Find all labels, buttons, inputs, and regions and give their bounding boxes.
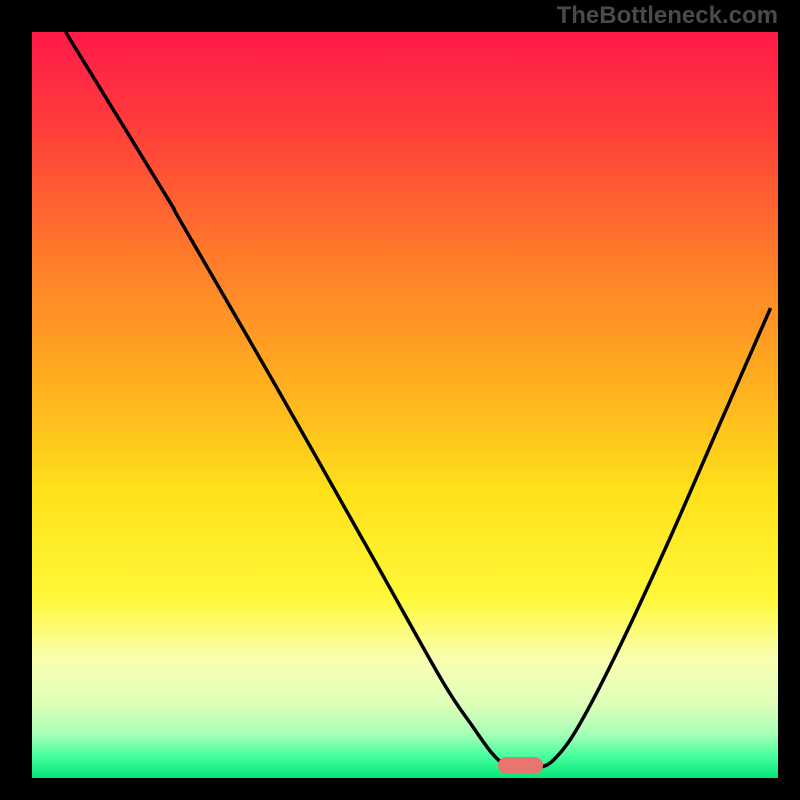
- optimal-marker: [498, 757, 543, 773]
- curve-path: [66, 32, 771, 768]
- watermark-text: TheBottleneck.com: [557, 2, 778, 30]
- bottleneck-curve: [32, 32, 778, 778]
- plot-area: [32, 32, 778, 778]
